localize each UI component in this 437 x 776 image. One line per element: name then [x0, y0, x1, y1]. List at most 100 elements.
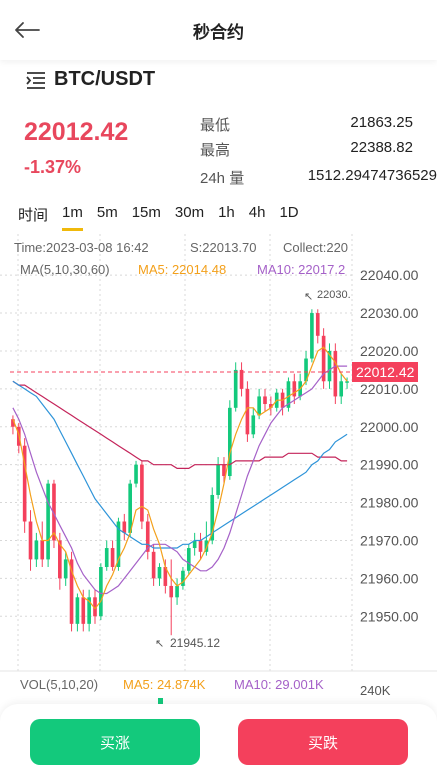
vol-legend-label: VOL(5,10,20) — [20, 677, 98, 692]
candle-body — [22, 445, 27, 522]
current-price-tag-text: 22012.42 — [356, 364, 415, 380]
low-annotation-arrow: ↖ — [155, 638, 164, 650]
candle-body — [304, 358, 308, 382]
ma10-line — [12, 365, 348, 595]
candle-body — [87, 597, 91, 624]
arrow-left-icon — [15, 22, 40, 38]
ma5-legend: MA5: 22014.48 — [138, 262, 226, 277]
candle-body — [257, 396, 261, 416]
tab-5m[interactable]: 5m — [96, 204, 118, 221]
current-price-tag — [352, 362, 418, 382]
candle-body — [251, 415, 256, 435]
candle-body — [28, 521, 33, 560]
candle-body — [222, 464, 226, 477]
volume-value: 1512.29474736529 — [307, 167, 437, 184]
candle-body — [75, 597, 80, 624]
tab-4h[interactable]: 4h — [248, 204, 266, 221]
candle-body — [46, 483, 50, 560]
interval-tabs: 时间 1m 5m 15m 30m 1h 4h 1D — [18, 204, 299, 231]
ma-legend-label: MA(5,10,30,60) — [20, 262, 110, 277]
y-axis-labels: 22040.00 22030.00 22020.00 22010.00 22000.00… — [360, 267, 419, 624]
candle-body — [128, 483, 132, 533]
candle-body — [163, 566, 168, 586]
candle-body — [333, 350, 338, 397]
y-tick-label: 22030.00 — [360, 305, 419, 321]
candle-body — [345, 381, 349, 383]
page-title: 秒合约 — [193, 23, 244, 42]
candle-body — [198, 540, 203, 552]
low-value: 21863.25 — [350, 114, 413, 131]
candle-body — [286, 381, 291, 408]
tab-1d[interactable]: 1D — [279, 204, 299, 221]
tab-15m[interactable]: 15m — [131, 204, 161, 221]
candle-body — [175, 585, 179, 598]
candle-body — [169, 585, 174, 598]
y-tick-label: 22000.00 — [360, 419, 419, 435]
y-tick-label: 21970.00 — [360, 532, 419, 548]
buy-down-button[interactable]: 买跌 — [238, 719, 408, 765]
current-price: 22012.42 — [24, 118, 129, 146]
crosshair-price: S:22013.70 — [190, 240, 257, 255]
candle-body — [263, 396, 267, 405]
vol-ma5-legend: MA5: 24.874K — [123, 677, 206, 692]
candle-body — [321, 335, 326, 382]
header: 秒合约 — [0, 0, 437, 60]
candle-body — [34, 540, 39, 560]
high-label: 最高 — [200, 142, 231, 159]
candle-body — [104, 548, 109, 567]
candle-body — [239, 369, 244, 389]
candle-body — [210, 494, 215, 541]
back-button[interactable] — [12, 16, 42, 44]
tab-1m[interactable]: 1m — [62, 204, 83, 231]
ma5-line — [12, 346, 348, 610]
chart-grid — [0, 234, 353, 671]
candle-body — [157, 566, 162, 579]
candle-body — [69, 559, 74, 624]
candle-body — [192, 540, 197, 549]
volume-label: 24h 量 — [200, 170, 245, 187]
high-annotation-arrow: ↖ — [304, 291, 313, 303]
y-tick-label: 21990.00 — [360, 457, 419, 473]
candle-body — [228, 407, 232, 477]
ma60-line — [12, 380, 348, 469]
candle-body — [122, 521, 127, 533]
collect-label: Collect:220 — [283, 240, 348, 255]
high-value: 22388.82 — [350, 139, 413, 156]
candle-body — [204, 540, 209, 552]
candlestick-chart[interactable]: 22040.00 22030.00 22020.00 22010.00 22000.00… — [0, 234, 437, 704]
candle-body — [233, 369, 238, 408]
candle-body — [52, 483, 56, 541]
tab-1h[interactable]: 1h — [218, 204, 235, 221]
candle-body — [339, 381, 344, 397]
buy-up-button[interactable]: 买涨 — [30, 719, 200, 765]
candle-body — [140, 464, 144, 522]
pair-name: BTC/USDT — [54, 68, 156, 90]
candle-body — [315, 313, 320, 336]
candle-body — [186, 548, 191, 571]
candle-body — [134, 464, 138, 484]
y-tick-label: 22010.00 — [360, 381, 419, 397]
low-annotation: 21945.12 — [170, 636, 220, 650]
high-annotation: 22030. — [317, 289, 351, 301]
price-change: -1.37% — [24, 157, 82, 177]
crosshair-time: Time:2023-03-08 16:42 — [14, 240, 149, 255]
ma-lines — [12, 346, 348, 610]
vol-ma10-legend: MA10: 29.001K — [234, 677, 324, 692]
tab-time[interactable]: 时间 — [18, 207, 49, 224]
ma10-legend: MA10: 22017.2 — [257, 262, 345, 277]
y-tick-label: 21960.00 — [360, 570, 419, 586]
vol-axis-label: 240K — [360, 683, 391, 698]
pair-selector[interactable]: BTC/USDT — [26, 68, 155, 91]
candle-body — [245, 388, 250, 435]
candle-body — [63, 559, 68, 579]
menu-icon — [26, 71, 45, 89]
candle-body — [58, 540, 62, 579]
action-bar: 买涨 买跌 — [0, 704, 437, 776]
tab-30m[interactable]: 30m — [174, 204, 205, 221]
candle-body — [116, 521, 121, 567]
candle-body — [81, 597, 86, 624]
candle-body — [216, 464, 220, 495]
volume-bar — [158, 698, 163, 704]
y-tick-label: 22020.00 — [360, 343, 419, 359]
y-tick-label: 21950.00 — [360, 608, 419, 624]
